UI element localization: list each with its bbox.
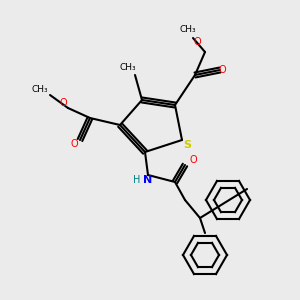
Text: CH₃: CH₃ (32, 85, 48, 94)
Text: O: O (193, 37, 201, 47)
Text: N: N (143, 175, 153, 185)
Text: O: O (218, 65, 226, 75)
Text: O: O (70, 139, 78, 149)
Text: O: O (189, 155, 197, 165)
Text: S: S (183, 140, 191, 150)
Text: O: O (59, 98, 67, 108)
Text: CH₃: CH₃ (180, 26, 196, 34)
Text: H: H (133, 175, 141, 185)
Text: CH₃: CH₃ (120, 64, 136, 73)
